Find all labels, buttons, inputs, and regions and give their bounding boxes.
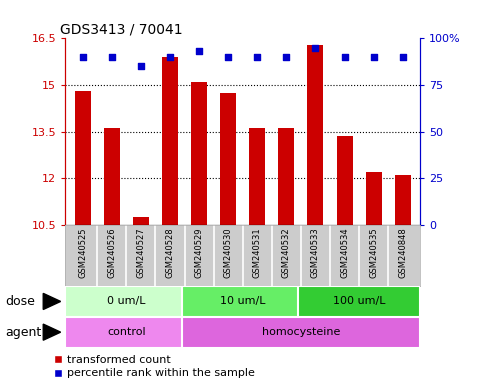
Text: 100 um/L: 100 um/L xyxy=(333,296,385,306)
Point xyxy=(283,54,290,60)
Bar xyxy=(104,128,120,225)
Text: GSM240533: GSM240533 xyxy=(311,228,320,278)
Text: control: control xyxy=(107,327,146,337)
Text: GSM240530: GSM240530 xyxy=(224,228,233,278)
Bar xyxy=(65,286,187,317)
Text: GSM240528: GSM240528 xyxy=(166,228,174,278)
Bar xyxy=(366,172,382,225)
Text: GSM240527: GSM240527 xyxy=(136,228,145,278)
Bar xyxy=(191,82,207,225)
Point xyxy=(166,54,174,60)
Text: GSM240534: GSM240534 xyxy=(340,228,349,278)
Bar xyxy=(308,45,324,225)
Point xyxy=(137,63,145,70)
Point xyxy=(370,54,378,60)
Bar xyxy=(182,317,420,348)
Point xyxy=(79,54,86,60)
Text: agent: agent xyxy=(5,326,41,339)
Text: GSM240532: GSM240532 xyxy=(282,228,291,278)
Text: GSM240848: GSM240848 xyxy=(398,228,407,278)
Bar xyxy=(220,93,236,225)
Text: GSM240531: GSM240531 xyxy=(253,228,262,278)
Text: dose: dose xyxy=(5,295,35,308)
Bar xyxy=(133,217,149,225)
Bar xyxy=(278,128,294,225)
Bar xyxy=(337,136,353,225)
Text: GSM240526: GSM240526 xyxy=(107,228,116,278)
Text: GDS3413 / 70041: GDS3413 / 70041 xyxy=(60,23,183,36)
Point xyxy=(108,54,115,60)
Point xyxy=(341,54,348,60)
Point xyxy=(254,54,261,60)
Point xyxy=(195,48,203,55)
Text: 0 um/L: 0 um/L xyxy=(107,296,145,306)
Bar xyxy=(395,175,411,225)
Polygon shape xyxy=(43,324,61,340)
Point xyxy=(399,54,407,60)
Point xyxy=(224,54,232,60)
Text: 10 um/L: 10 um/L xyxy=(220,296,266,306)
Text: GSM240535: GSM240535 xyxy=(369,228,378,278)
Polygon shape xyxy=(43,293,61,310)
Point xyxy=(312,45,319,51)
Bar xyxy=(75,91,91,225)
Text: GSM240525: GSM240525 xyxy=(78,228,87,278)
Bar xyxy=(298,286,420,317)
Bar xyxy=(249,128,265,225)
Text: homocysteine: homocysteine xyxy=(262,327,340,337)
Bar xyxy=(162,57,178,225)
Text: GSM240529: GSM240529 xyxy=(195,228,203,278)
Bar xyxy=(182,286,304,317)
Legend: transformed count, percentile rank within the sample: transformed count, percentile rank withi… xyxy=(54,355,255,379)
Bar xyxy=(65,317,187,348)
